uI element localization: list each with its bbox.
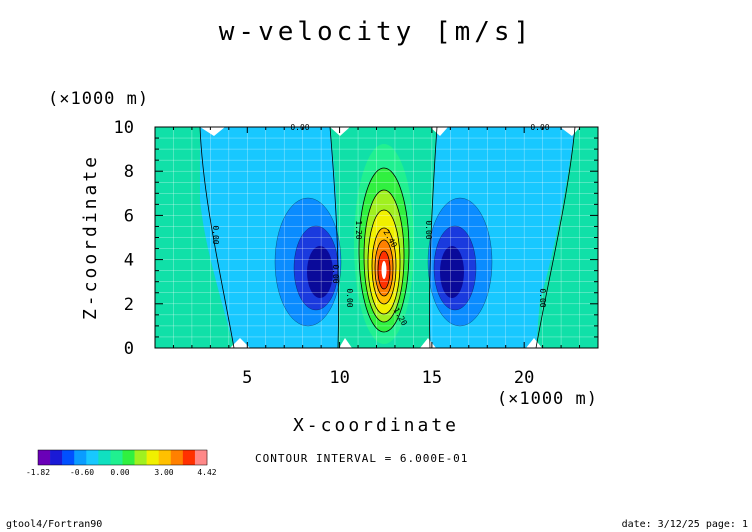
colorbar-frame [37, 449, 208, 466]
zero-contour-1 [329, 126, 339, 349]
colorbar-swatch-3 [74, 450, 87, 465]
colorbar-swatch-11 [170, 450, 184, 465]
colorbar-swatch-6 [110, 450, 123, 465]
colorbar-label-3: 3.00 [154, 468, 173, 477]
contour-label: 1.20 [354, 220, 363, 239]
y-axis-label: Z-coordinate [80, 154, 101, 320]
contour-label: 0.00 [424, 220, 433, 239]
x-tick-label: 20 [514, 368, 534, 388]
updraft-contour-3 [371, 227, 397, 305]
colorbar-swatch-13 [194, 450, 208, 465]
y-tick-label: 0 [124, 339, 134, 359]
grid-lines [155, 127, 598, 348]
top-notch-0 [200, 127, 225, 136]
field-updraft-band-7 [381, 261, 387, 279]
colorbar-swatch-7 [122, 450, 135, 465]
downdraft-contour-0 [274, 197, 342, 327]
top-notch-2 [430, 127, 448, 136]
downdraft-contour-2 [427, 197, 493, 327]
field-right-downdraft-core [440, 246, 464, 298]
updraft-contour-5 [377, 250, 391, 290]
colorbar-swatch-8 [134, 450, 147, 465]
x-tick-label: 15 [422, 368, 442, 388]
colorbar-swatch-5 [98, 450, 111, 465]
plot-area: 0.00 0.000.000.000.000.000.001.20 2.401.20… [114, 118, 599, 388]
contour-label: 0.00 [345, 288, 354, 307]
y-tick-label: 6 [124, 206, 134, 226]
footer-right: date: 3/12/25 page: 1 [622, 519, 748, 530]
zero-contour-0 [199, 126, 235, 349]
x-unit-label: (×1000 m) [497, 389, 598, 409]
bottom-notch-1 [339, 338, 352, 348]
axis-ticks: 5 10 15 20 0 2 4 6 8 10 [114, 118, 598, 388]
colorbar-swatch-2 [62, 450, 75, 465]
colorbar-min-label: -1.82 [26, 468, 50, 477]
zero-contour-2 [429, 126, 438, 349]
colorbar-swatch-4 [86, 450, 99, 465]
y-unit-label: (×1000 m) [48, 89, 149, 109]
contour-label: 0.00 [538, 288, 547, 307]
updraft-contour-4 [374, 239, 394, 297]
field-left-downdraft-core [307, 246, 333, 298]
downdraft-contour-1 [293, 225, 339, 311]
x-tick-label: 10 [329, 368, 349, 388]
x-tick-label: 5 [242, 368, 252, 388]
contour-label: 0.00 [331, 264, 340, 283]
contour-interval-label: CONTOUR INTERVAL = 6.000E-01 [255, 452, 468, 465]
x-axis-label: X-coordinate [293, 415, 459, 436]
y-tick-label: 4 [124, 251, 134, 271]
colorbar-swatch-12 [182, 450, 196, 465]
colorbar-mid-label: -0.60 [70, 468, 94, 477]
y-tick-label: 10 [114, 118, 134, 138]
colorbar-swatch-1 [50, 450, 63, 465]
colorbar-swatch-10 [158, 450, 172, 465]
colorbar-swatch-9 [146, 450, 160, 465]
bottom-notch-0 [230, 338, 250, 348]
y-tick-label: 2 [124, 295, 134, 315]
footer-left: gtool4/Fortran90 [6, 519, 102, 530]
y-tick-label: 8 [124, 162, 134, 182]
colorbar-overlap-label: 0.00 [110, 468, 129, 477]
colorbar [37, 449, 208, 466]
colorbar-max-label: 4.42 [197, 468, 216, 477]
updraft-contour-1 [363, 189, 405, 323]
bottom-notch-3 [526, 338, 542, 348]
downdraft-contour-3 [433, 225, 477, 311]
colorbar-swatch-0 [38, 450, 51, 465]
contour-label: 0.00 [211, 225, 220, 244]
zero-contour-3 [535, 126, 576, 349]
updraft-contour-2 [367, 209, 401, 315]
chart-title: w-velocity [m/s] [219, 17, 533, 47]
updraft-contour-0 [358, 167, 410, 333]
